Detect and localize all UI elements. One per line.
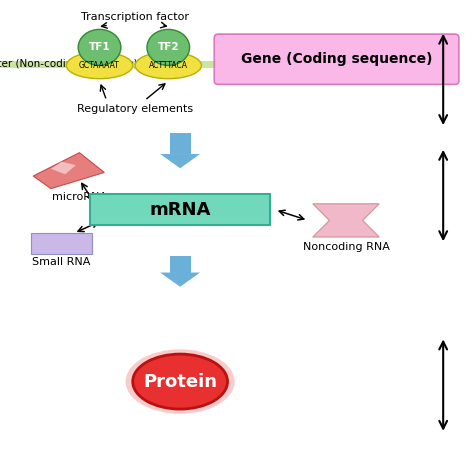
Ellipse shape: [66, 52, 133, 79]
Polygon shape: [160, 154, 200, 168]
Text: Noncoding RNA: Noncoding RNA: [302, 242, 390, 252]
Ellipse shape: [147, 29, 190, 65]
Text: Small RNA: Small RNA: [32, 257, 91, 267]
Text: Protein: Protein: [143, 373, 217, 391]
Text: TF2: TF2: [157, 42, 179, 53]
Polygon shape: [313, 204, 379, 237]
Ellipse shape: [126, 349, 235, 414]
Polygon shape: [170, 256, 191, 273]
Text: Regulatory elements: Regulatory elements: [77, 104, 193, 114]
Text: oter (Non-coding Sequence): oter (Non-coding Sequence): [0, 59, 137, 69]
Text: GCTAAAAT: GCTAAAAT: [79, 61, 120, 70]
Polygon shape: [170, 133, 191, 154]
Polygon shape: [160, 273, 200, 287]
FancyBboxPatch shape: [214, 34, 459, 84]
Text: ACTTTACA: ACTTTACA: [149, 61, 188, 70]
Text: Transcription factor: Transcription factor: [81, 11, 189, 22]
Ellipse shape: [135, 52, 201, 79]
Ellipse shape: [133, 354, 228, 409]
Polygon shape: [160, 52, 177, 58]
Ellipse shape: [78, 29, 121, 65]
Text: mRNA: mRNA: [149, 201, 211, 219]
Text: TF1: TF1: [89, 42, 110, 53]
Text: Gene (Coding sequence): Gene (Coding sequence): [241, 52, 432, 66]
Polygon shape: [33, 153, 104, 189]
Polygon shape: [91, 52, 108, 58]
FancyBboxPatch shape: [31, 233, 92, 254]
FancyBboxPatch shape: [90, 194, 270, 225]
Text: microRNA: microRNA: [52, 192, 107, 202]
Polygon shape: [51, 162, 76, 174]
